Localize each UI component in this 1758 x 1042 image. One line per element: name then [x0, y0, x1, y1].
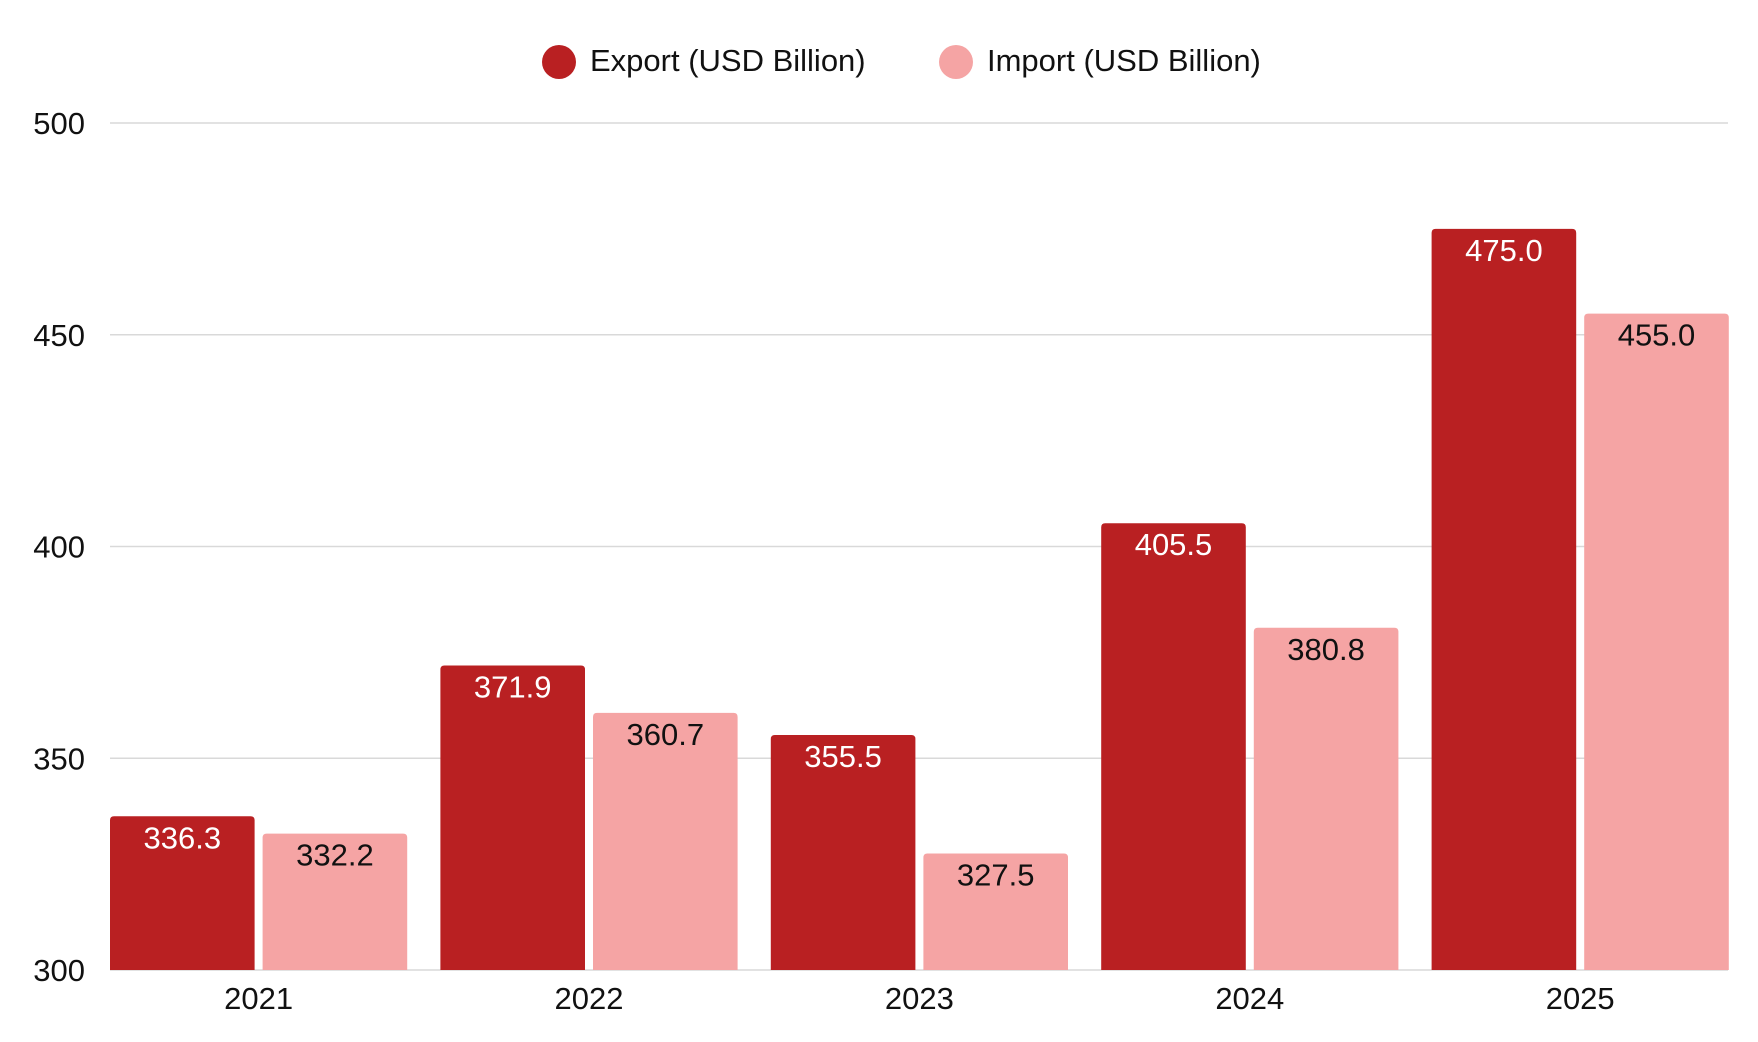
- y-tick-label: 400: [33, 530, 85, 565]
- bar-import-2021: [262, 833, 408, 970]
- legend: Export (USD Billion) Import (USD Billion…: [542, 43, 1261, 79]
- x-axis: 2021 2022 2023 2024 2025: [224, 981, 1615, 1016]
- bar-import-2024: [1253, 627, 1399, 970]
- x-tick-label: 2022: [555, 981, 624, 1016]
- x-tick-label: 2024: [1215, 981, 1284, 1016]
- bar-export-2024: [1101, 523, 1246, 970]
- legend-label-export: Export (USD Billion): [590, 43, 866, 78]
- legend-swatch-import: [939, 45, 973, 79]
- legend-label-import: Import (USD Billion): [987, 43, 1261, 78]
- data-label: 360.7: [627, 717, 705, 752]
- data-label: 327.5: [957, 858, 1035, 893]
- data-label: 475.0: [1465, 233, 1543, 268]
- data-label: 455.0: [1618, 318, 1696, 353]
- bar-export-2021: [110, 816, 255, 970]
- y-axis: 300 350 400 450 500: [33, 106, 85, 988]
- y-tick-label: 350: [33, 741, 85, 776]
- x-tick-label: 2023: [885, 981, 954, 1016]
- bar-import-2025: [1584, 313, 1729, 970]
- data-label: 405.5: [1135, 527, 1213, 562]
- data-label: 332.2: [296, 838, 374, 873]
- x-tick-label: 2025: [1546, 981, 1615, 1016]
- y-tick-label: 450: [33, 318, 85, 353]
- data-label: 336.3: [144, 820, 222, 855]
- data-label: 380.8: [1287, 632, 1365, 667]
- bar-export-2025: [1431, 228, 1577, 970]
- bar-export-2023: [770, 734, 916, 970]
- y-tick-label: 300: [33, 953, 85, 988]
- x-tick-label: 2021: [224, 981, 293, 1016]
- legend-swatch-export: [542, 45, 576, 79]
- y-tick-label: 500: [33, 106, 85, 141]
- data-label: 371.9: [474, 670, 552, 705]
- data-label: 355.5: [804, 739, 882, 774]
- bar-import-2022: [593, 712, 738, 970]
- bars: 336.3 332.2 371.9 360.7 355.5 327.5 405.5 380.8…: [110, 228, 1729, 970]
- bar-export-2022: [440, 665, 585, 970]
- bar-import-2023: [923, 853, 1068, 970]
